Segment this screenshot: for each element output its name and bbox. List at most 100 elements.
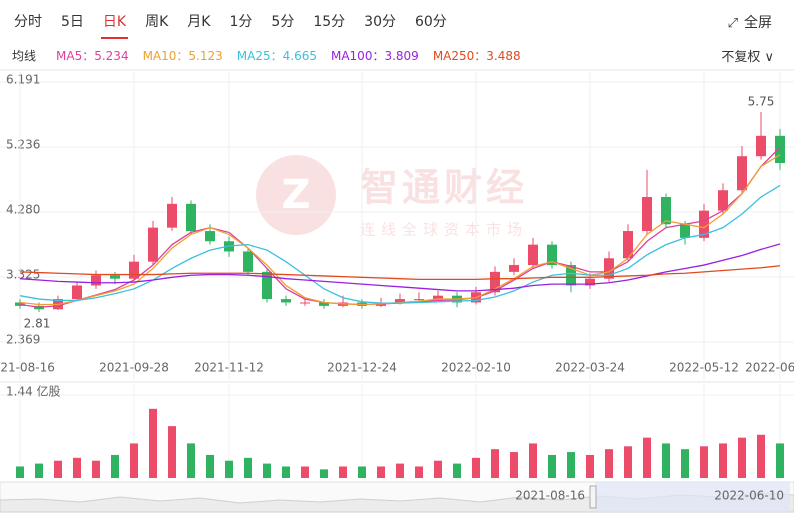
period-tab[interactable]: 分时	[14, 14, 42, 30]
candle-body	[186, 203, 196, 232]
legend-item: MA25：4.665	[237, 47, 317, 64]
navigator-handle[interactable]	[589, 485, 597, 509]
candle-body	[509, 265, 519, 272]
candle-body	[547, 244, 557, 266]
navigator-end: 2022-06-10	[714, 489, 784, 503]
volume-bar	[567, 452, 575, 478]
candle-body	[129, 261, 139, 279]
x-tick-label: 2021-11-12	[194, 361, 264, 375]
legend-item: MA100：3.809	[331, 47, 419, 64]
period-tab[interactable]: 日K	[100, 11, 129, 39]
period-tab[interactable]: 15分	[313, 14, 346, 30]
y-tick-label: 4.280	[6, 203, 40, 217]
legend-value: 3.488	[486, 48, 521, 63]
volume-bar	[168, 426, 176, 478]
candle-body	[737, 156, 747, 191]
watermark-logo-mark: Z	[281, 172, 310, 218]
volume-bar	[548, 454, 556, 478]
candle-body	[718, 190, 728, 211]
candle-body	[91, 275, 101, 286]
volume-bar	[719, 443, 727, 478]
candle-body	[148, 227, 158, 262]
chevron: ∨	[764, 50, 774, 65]
indicator-label[interactable]: 均线	[12, 48, 37, 63]
volume-bar	[662, 443, 670, 478]
x-tick-label: 2022-06-10	[745, 361, 794, 375]
candle-body	[281, 299, 291, 303]
y-tick-label: 2.369	[6, 333, 40, 347]
legend-name: MA5：	[56, 48, 95, 63]
period-tabs: 分时 5日 日K 周K 月K 1分 5分 15分 30分 60分	[0, 0, 794, 42]
candle-body	[110, 275, 120, 279]
volume-bar	[301, 466, 309, 478]
candle-body	[661, 197, 671, 225]
x-tick-label: 2021-08-16	[0, 361, 55, 375]
volume-bar	[339, 466, 347, 478]
candle-body	[756, 135, 766, 157]
volume-bar	[358, 466, 366, 478]
x-tick-label: 2022-03-24	[555, 361, 625, 375]
candle-body	[623, 231, 633, 259]
legend-value: 3.809	[384, 48, 419, 63]
candle-body	[15, 302, 25, 306]
watermark-logo	[256, 155, 336, 235]
volume-bar	[206, 454, 214, 478]
volume-bar	[700, 446, 708, 478]
candle-body	[680, 224, 690, 238]
volume-bar	[681, 449, 689, 478]
ma-line	[19, 265, 781, 280]
fullscreen-button[interactable]: ⤢ 全屏	[728, 12, 772, 32]
period-tab[interactable]: 60分	[414, 14, 447, 30]
volume-bar	[54, 460, 62, 478]
watermark: Z 智通财经 连线全球资本市场	[256, 155, 528, 239]
x-tick-label: 2021-09-28	[99, 361, 169, 375]
period-tab[interactable]: 1分	[229, 14, 253, 30]
high-annotation: 5.75	[748, 95, 775, 109]
volume-bar	[491, 449, 499, 478]
y-tick-label: 3.325	[6, 267, 40, 281]
volume-bar	[453, 463, 461, 478]
low-annotation: 2.81	[24, 317, 51, 331]
volume-bar	[738, 437, 746, 478]
navigator-start: 2021-08-16	[515, 489, 585, 503]
candle-body	[300, 302, 310, 304]
y-tick-label: 6.191	[6, 73, 40, 87]
legend-name: MA25：	[236, 48, 283, 63]
candle-body	[319, 302, 329, 306]
volume-bar	[320, 469, 328, 478]
volume-bar	[757, 434, 765, 478]
adjust-select[interactable]: 不复权 ∨	[721, 46, 774, 65]
volume-bar	[624, 446, 632, 478]
candle-body	[205, 231, 215, 242]
candle-body	[604, 258, 614, 279]
candle-body	[167, 203, 177, 228]
legend-item: MA5：5.234	[56, 47, 129, 64]
volume-bar	[263, 463, 271, 478]
volume-bar	[643, 437, 651, 478]
legend-name: MA250：	[432, 48, 487, 63]
volume-bar	[510, 452, 518, 478]
legend-value: 4.665	[282, 48, 317, 63]
volume-tick-label: 1.44 亿股	[6, 384, 61, 399]
x-tick-label: 2021-12-24	[327, 361, 397, 375]
x-tick-label: 2022-05-12	[669, 361, 739, 375]
period-tab[interactable]: 5分	[271, 14, 295, 30]
legend-item: MA10：5.123	[143, 47, 223, 64]
candle-body	[243, 251, 253, 272]
candle-body	[528, 244, 538, 266]
candle-body	[490, 271, 500, 293]
volume-bar	[92, 460, 100, 478]
volume-bar	[396, 463, 404, 478]
watermark-slogan: 连线全球资本市场	[360, 221, 528, 239]
volume-bar	[244, 457, 252, 478]
watermark-brand: 智通财经	[360, 166, 528, 210]
navigator-selection[interactable]	[595, 482, 790, 512]
candle-body	[433, 295, 443, 300]
period-tab[interactable]: 月K	[187, 14, 211, 30]
period-tab[interactable]: 5日	[61, 14, 84, 30]
period-tab[interactable]: 周K	[145, 14, 169, 30]
period-tab[interactable]: 30分	[364, 14, 396, 30]
candle-body	[699, 210, 709, 238]
volume-bar	[605, 449, 613, 478]
